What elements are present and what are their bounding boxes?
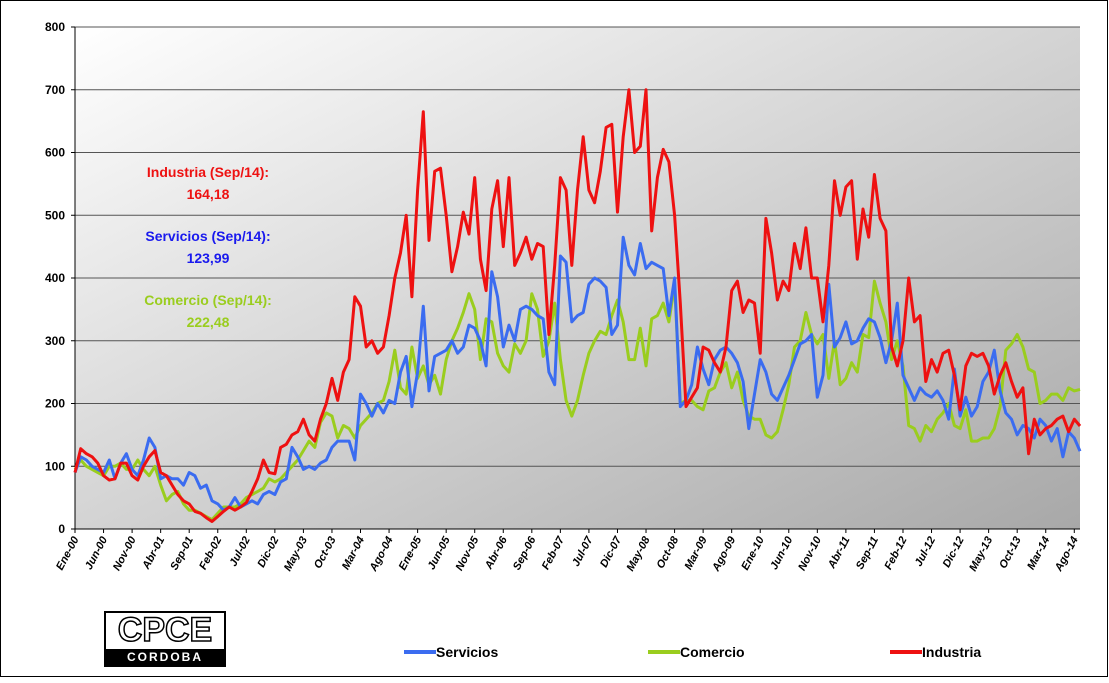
annotation-label: Industria (Sep/14):	[147, 164, 269, 180]
logo-band	[106, 649, 224, 665]
legend-label: Comercio	[680, 644, 745, 660]
y-tick-label: 300	[45, 334, 65, 348]
legend-label: Industria	[922, 644, 981, 660]
y-tick-label: 800	[45, 20, 65, 34]
y-tick-label: 600	[45, 146, 65, 160]
y-tick-label: 500	[45, 208, 65, 222]
legend-label: Servicios	[436, 644, 498, 660]
y-tick-label: 700	[45, 83, 65, 97]
y-tick-label: 0	[58, 522, 65, 536]
y-tick-label: 100	[45, 459, 65, 473]
line-series	[73, 88, 1082, 523]
logo-title: CPCE	[118, 611, 212, 649]
annotation-value: 123,99	[187, 250, 230, 266]
line-series	[73, 279, 1081, 522]
annotation-value: 222,48	[187, 314, 230, 330]
annotation-label: Comercio (Sep/14):	[144, 292, 272, 308]
annotation-value: 164,18	[187, 186, 230, 202]
y-tick-label: 200	[45, 397, 65, 411]
y-tick-label: 400	[45, 271, 65, 285]
logo-subtitle: CORDOBA	[127, 650, 203, 664]
annotation-label: Servicios (Sep/14):	[145, 228, 270, 244]
logo: CPCE CORDOBA	[104, 610, 226, 667]
